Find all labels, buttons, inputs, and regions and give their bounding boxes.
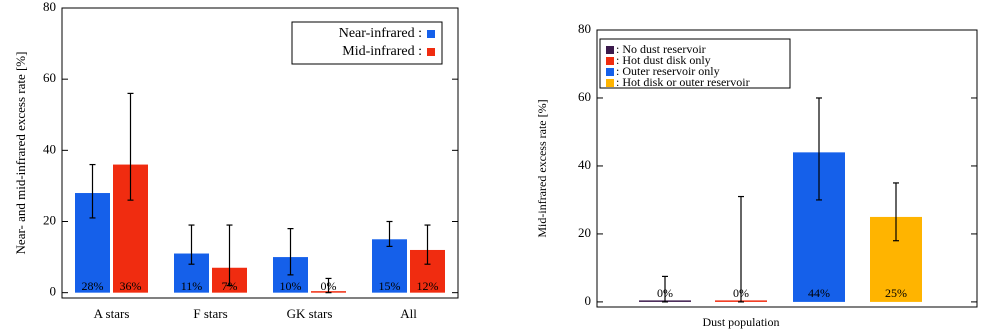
x-tick-label: All — [400, 306, 417, 321]
y-tick-label: 40 — [578, 157, 591, 172]
x-tick-label: GK stars — [287, 306, 333, 321]
plot-frame — [61, 7, 459, 299]
y-tick-label: 40 — [43, 141, 56, 156]
y-axis-label: Near- and mid-infrared excess rate [%] — [13, 52, 28, 255]
value-label: 11% — [181, 279, 203, 293]
value-label: 7% — [222, 279, 238, 293]
legend-label: : No dust reservoir — [616, 42, 706, 56]
value-label: 10% — [280, 279, 302, 293]
y-tick-label: 80 — [578, 21, 591, 36]
legend-swatch — [606, 57, 614, 65]
y-tick-label: 20 — [43, 212, 56, 227]
x-axis-label: Dust population — [703, 315, 780, 329]
legend-swatch — [427, 48, 435, 56]
y-tick-label: 0 — [585, 293, 592, 308]
legend-label: Mid-infrared : — [342, 44, 422, 59]
x-tick-label: F stars — [193, 306, 227, 321]
value-label: 36% — [120, 279, 142, 293]
legend-swatch — [606, 79, 614, 87]
legend-label: Near-infrared : — [339, 26, 422, 41]
value-label: 0% — [733, 286, 749, 300]
value-label: 0% — [657, 286, 673, 300]
y-tick-label: 60 — [578, 89, 591, 104]
y-tick-label: 20 — [578, 225, 591, 240]
y-tick-label: 0 — [50, 284, 57, 299]
legend-label: : Hot disk or outer reservoir — [616, 75, 750, 89]
value-label: 25% — [885, 286, 907, 300]
plot-frame — [596, 29, 978, 308]
legend-swatch — [606, 46, 614, 54]
legend-swatch — [606, 68, 614, 76]
legend-label: : Hot dust disk only — [616, 53, 711, 67]
y-tick-label: 80 — [43, 0, 56, 14]
legend-label: : Outer reservoir only — [616, 64, 720, 78]
value-label: 44% — [808, 286, 830, 300]
x-tick-label: A stars — [94, 306, 130, 321]
value-label: 0% — [321, 279, 337, 293]
value-label: 15% — [379, 279, 401, 293]
y-tick-label: 60 — [43, 70, 56, 85]
value-label: 28% — [82, 279, 104, 293]
legend-box — [599, 38, 791, 89]
bar — [372, 239, 407, 293]
legend-swatch — [427, 30, 435, 38]
value-label: 12% — [417, 279, 439, 293]
legend-box — [291, 21, 443, 65]
y-axis-label: Mid-infrared excess rate [%] — [535, 99, 549, 237]
